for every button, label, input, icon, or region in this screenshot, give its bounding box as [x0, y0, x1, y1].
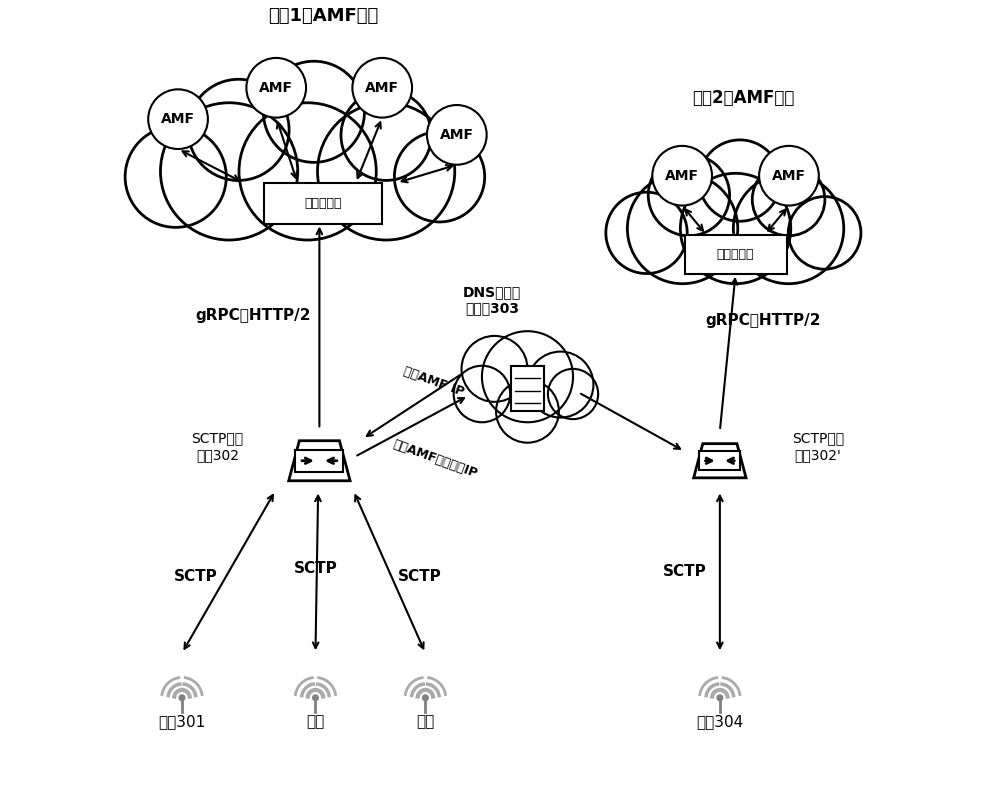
Circle shape — [427, 105, 487, 165]
Circle shape — [627, 173, 738, 284]
Text: SCTP: SCTP — [294, 561, 337, 576]
Text: 基站304: 基站304 — [696, 715, 743, 730]
FancyBboxPatch shape — [699, 452, 740, 470]
Text: 负载均衡器: 负载均衡器 — [305, 197, 342, 210]
Text: 返回AMF IP: 返回AMF IP — [401, 365, 465, 399]
Text: 基站: 基站 — [416, 715, 435, 730]
Circle shape — [179, 695, 185, 701]
Circle shape — [759, 146, 819, 206]
Circle shape — [160, 102, 298, 240]
Circle shape — [680, 173, 791, 284]
Circle shape — [496, 380, 559, 443]
Circle shape — [188, 80, 289, 180]
FancyBboxPatch shape — [685, 235, 787, 274]
Circle shape — [394, 132, 485, 222]
Circle shape — [788, 196, 861, 269]
Text: 区域1的AMF服务: 区域1的AMF服务 — [268, 7, 378, 25]
FancyBboxPatch shape — [264, 183, 382, 224]
Circle shape — [454, 366, 510, 422]
Circle shape — [548, 369, 598, 419]
Text: DNS负载均
衡网关303: DNS负载均 衡网关303 — [463, 285, 521, 315]
Text: AMF: AMF — [440, 128, 474, 142]
Circle shape — [752, 163, 825, 236]
Text: 区域2的AMF服务: 区域2的AMF服务 — [692, 89, 795, 107]
Circle shape — [699, 140, 780, 221]
Text: SCTP代理
网关302: SCTP代理 网关302 — [191, 432, 243, 462]
Circle shape — [527, 351, 593, 418]
Text: 负载均衡器: 负载均衡器 — [717, 247, 754, 261]
FancyBboxPatch shape — [295, 449, 343, 472]
Circle shape — [352, 58, 412, 117]
Circle shape — [246, 58, 306, 117]
Circle shape — [341, 90, 431, 180]
Text: AMF: AMF — [665, 169, 699, 183]
Text: AMF: AMF — [161, 112, 195, 126]
Text: gRPC、HTTP/2: gRPC、HTTP/2 — [195, 308, 310, 323]
Circle shape — [263, 61, 364, 162]
Circle shape — [606, 192, 687, 273]
Circle shape — [423, 695, 428, 701]
Text: 根据AMF域名查询IP: 根据AMF域名查询IP — [392, 438, 480, 481]
Text: 基站: 基站 — [306, 715, 325, 730]
Circle shape — [652, 146, 712, 206]
Circle shape — [318, 102, 455, 240]
Polygon shape — [694, 444, 746, 478]
Text: 基站301: 基站301 — [158, 715, 206, 730]
Circle shape — [239, 102, 376, 240]
Text: SCTP代理
网关302': SCTP代理 网关302' — [792, 432, 844, 462]
Circle shape — [648, 154, 730, 236]
Circle shape — [462, 336, 527, 402]
Text: AMF: AMF — [259, 80, 293, 95]
Circle shape — [733, 173, 844, 284]
Text: AMF: AMF — [772, 169, 806, 183]
Circle shape — [717, 695, 723, 701]
Circle shape — [125, 126, 226, 228]
Text: SCTP: SCTP — [663, 564, 706, 579]
FancyBboxPatch shape — [511, 366, 544, 411]
Text: gRPC、HTTP/2: gRPC、HTTP/2 — [705, 314, 821, 329]
Text: SCTP: SCTP — [173, 569, 217, 584]
Text: AMF: AMF — [365, 80, 399, 95]
Polygon shape — [289, 440, 350, 481]
Circle shape — [313, 695, 318, 701]
Text: SCTP: SCTP — [398, 569, 442, 584]
Circle shape — [482, 331, 573, 422]
Circle shape — [148, 89, 208, 149]
